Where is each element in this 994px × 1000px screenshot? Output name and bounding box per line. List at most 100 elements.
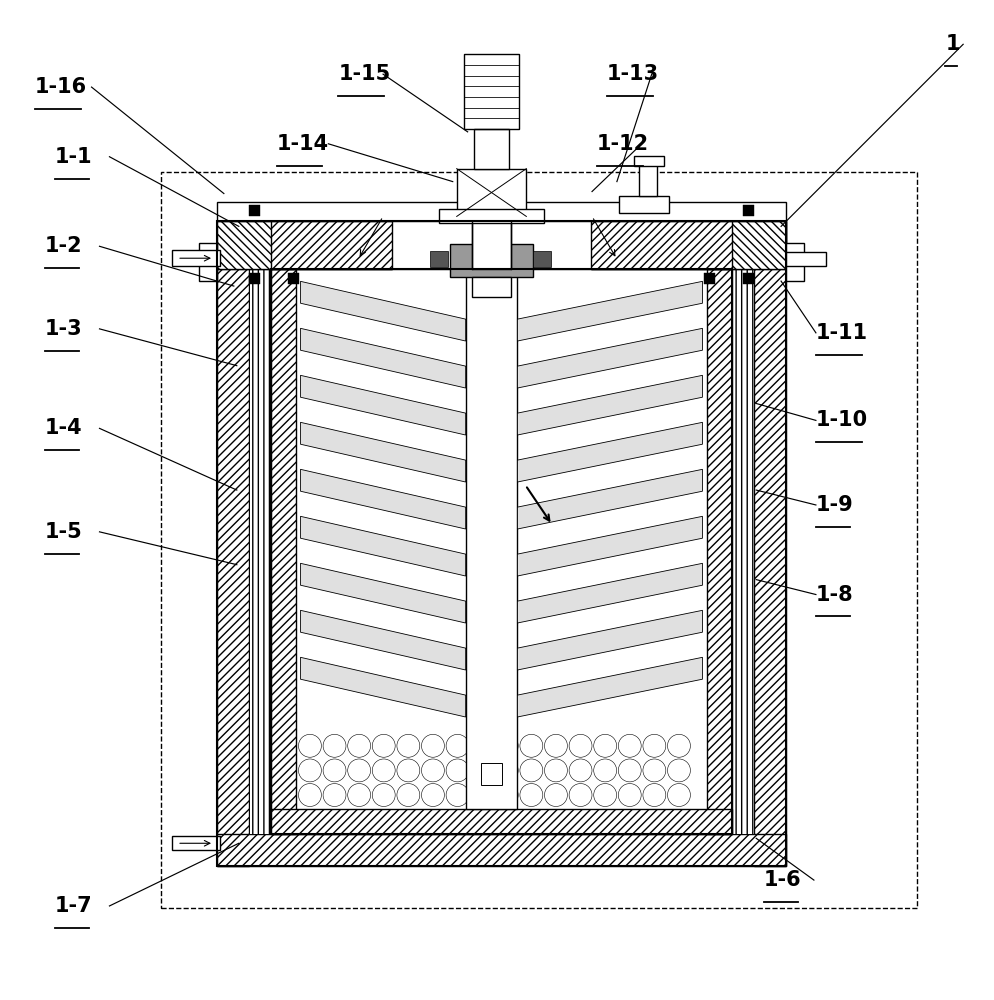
Circle shape [323, 784, 346, 806]
Polygon shape [517, 281, 702, 341]
Circle shape [544, 734, 567, 757]
Bar [785, 243, 803, 281]
Text: 1-12: 1-12 [596, 134, 648, 154]
Bar [287, 273, 298, 284]
Text: 1-15: 1-15 [338, 64, 391, 84]
Circle shape [569, 734, 591, 757]
Circle shape [520, 759, 543, 782]
Bar [638, 161, 656, 196]
Bar [463, 54, 519, 65]
Polygon shape [517, 422, 702, 482]
Bar [217, 221, 785, 866]
Bar [785, 252, 825, 266]
Circle shape [397, 734, 419, 757]
Polygon shape [217, 221, 392, 269]
Circle shape [593, 759, 616, 782]
Polygon shape [217, 834, 785, 866]
Polygon shape [300, 516, 465, 576]
Circle shape [323, 759, 346, 782]
Bar [438, 209, 544, 223]
Circle shape [445, 784, 468, 806]
Text: 1-7: 1-7 [55, 896, 92, 916]
Circle shape [298, 784, 321, 806]
Bar [270, 269, 732, 834]
Circle shape [372, 759, 395, 782]
Circle shape [421, 734, 444, 757]
Circle shape [495, 734, 518, 757]
Circle shape [495, 784, 518, 806]
Bar [199, 243, 217, 281]
Circle shape [421, 759, 444, 782]
Circle shape [397, 784, 419, 806]
Bar [248, 273, 259, 284]
Polygon shape [590, 221, 732, 269]
Text: 1-4: 1-4 [45, 418, 83, 438]
Circle shape [298, 759, 321, 782]
Bar [392, 221, 590, 269]
Circle shape [347, 759, 370, 782]
Circle shape [642, 759, 665, 782]
Bar [463, 86, 519, 97]
Polygon shape [300, 422, 465, 482]
Polygon shape [300, 657, 465, 717]
Bar [248, 205, 259, 216]
Circle shape [667, 784, 690, 806]
Bar [217, 202, 785, 221]
Polygon shape [517, 563, 702, 623]
Circle shape [372, 734, 395, 757]
Polygon shape [270, 221, 392, 269]
Circle shape [617, 734, 640, 757]
Polygon shape [707, 269, 732, 834]
Polygon shape [517, 328, 702, 388]
Text: 1-8: 1-8 [815, 585, 853, 605]
Circle shape [667, 759, 690, 782]
Circle shape [520, 734, 543, 757]
Bar [463, 76, 519, 86]
Bar [618, 196, 668, 213]
Bar [161, 172, 916, 908]
Polygon shape [300, 328, 465, 388]
Bar [480, 763, 502, 785]
Bar [429, 251, 447, 267]
Circle shape [495, 759, 518, 782]
Text: 1-3: 1-3 [45, 319, 83, 339]
Bar [465, 274, 517, 809]
Bar [633, 156, 663, 166]
Circle shape [544, 759, 567, 782]
Circle shape [667, 734, 690, 757]
Circle shape [421, 784, 444, 806]
Circle shape [642, 784, 665, 806]
Bar [473, 129, 509, 169]
Circle shape [617, 759, 640, 782]
Circle shape [470, 784, 493, 806]
Bar [533, 251, 551, 267]
Polygon shape [270, 269, 295, 834]
Text: 1-6: 1-6 [763, 870, 801, 890]
Bar [449, 244, 533, 277]
Polygon shape [217, 221, 785, 269]
Bar [471, 277, 511, 297]
Bar [743, 273, 753, 284]
Bar [172, 836, 220, 850]
Polygon shape [300, 563, 465, 623]
Polygon shape [300, 375, 465, 435]
Text: 1-11: 1-11 [815, 323, 867, 343]
Polygon shape [517, 657, 702, 717]
Text: 1-5: 1-5 [45, 522, 83, 542]
Bar [463, 65, 519, 76]
Bar [471, 216, 511, 269]
Polygon shape [300, 281, 465, 341]
Polygon shape [517, 516, 702, 576]
Text: 1-14: 1-14 [276, 134, 328, 154]
Polygon shape [300, 469, 465, 529]
Text: 1-2: 1-2 [45, 236, 83, 256]
Circle shape [397, 759, 419, 782]
Circle shape [372, 784, 395, 806]
Circle shape [347, 784, 370, 806]
Circle shape [569, 784, 591, 806]
Circle shape [470, 734, 493, 757]
Circle shape [520, 784, 543, 806]
Polygon shape [590, 221, 785, 269]
Text: 1-9: 1-9 [815, 495, 853, 515]
Bar [456, 169, 526, 216]
